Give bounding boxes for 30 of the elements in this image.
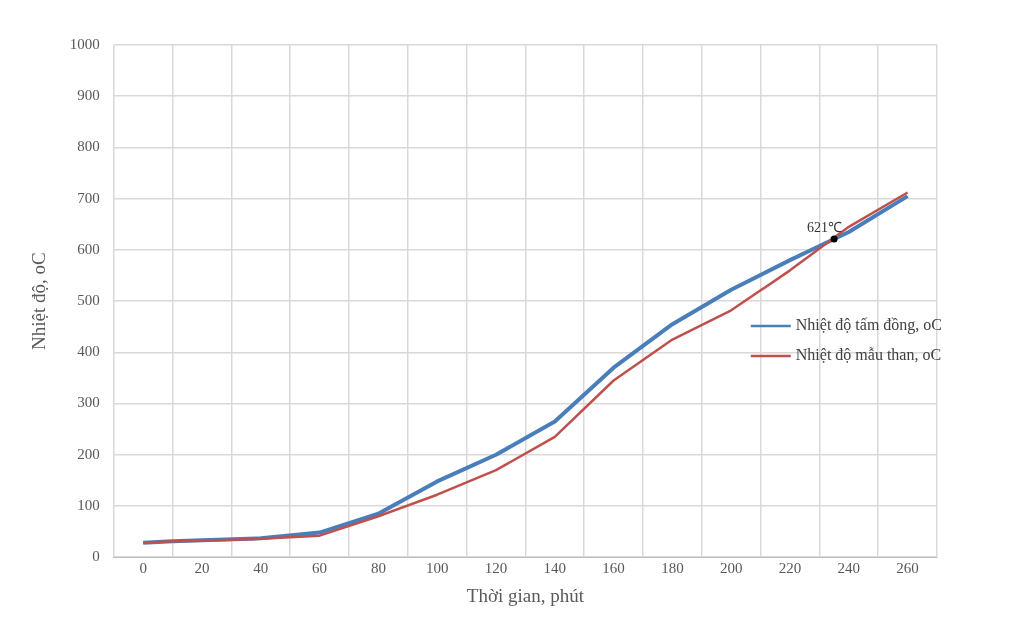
y-tick-label: 300 bbox=[77, 394, 100, 411]
y-tick-label: 1000 bbox=[69, 35, 100, 52]
y-tick-label: 400 bbox=[77, 343, 100, 360]
legend-label: Nhiệt độ mẫu than, oC bbox=[795, 346, 942, 364]
x-tick-label: 160 bbox=[602, 560, 625, 577]
x-tick-label: 140 bbox=[543, 560, 567, 577]
y-tick-label: 100 bbox=[77, 496, 100, 513]
y-tick-label: 500 bbox=[77, 292, 100, 309]
y-tick-label: 0 bbox=[92, 548, 100, 565]
x-tick-label: 220 bbox=[778, 560, 802, 577]
x-axis-title: Thời gian, phút bbox=[466, 584, 585, 606]
y-tick-label: 800 bbox=[77, 138, 100, 155]
y-tick-label: 600 bbox=[77, 240, 100, 257]
x-tick-label: 100 bbox=[425, 560, 449, 577]
y-tick-label: 900 bbox=[77, 87, 100, 104]
x-tick-label: 120 bbox=[484, 560, 508, 577]
y-tick-label: 200 bbox=[77, 445, 100, 462]
x-tick-label: 240 bbox=[837, 560, 861, 577]
x-tick-label: 80 bbox=[370, 560, 386, 577]
x-tick-label: 180 bbox=[661, 560, 684, 577]
x-tick-label: 260 bbox=[896, 560, 919, 577]
x-tick-label: 40 bbox=[253, 560, 269, 577]
x-tick-label: 60 bbox=[312, 560, 328, 577]
x-tick-label: 20 bbox=[194, 560, 210, 577]
legend-label: Nhiệt độ tấm đồng, oC bbox=[795, 316, 943, 335]
y-tick-label: 700 bbox=[77, 189, 100, 206]
annotation: 621℃ bbox=[807, 219, 843, 235]
x-tick-label: 0 bbox=[139, 560, 147, 577]
y-axis-title: Nhiệt độ, oC bbox=[28, 252, 50, 350]
x-tick-label: 200 bbox=[719, 560, 743, 577]
